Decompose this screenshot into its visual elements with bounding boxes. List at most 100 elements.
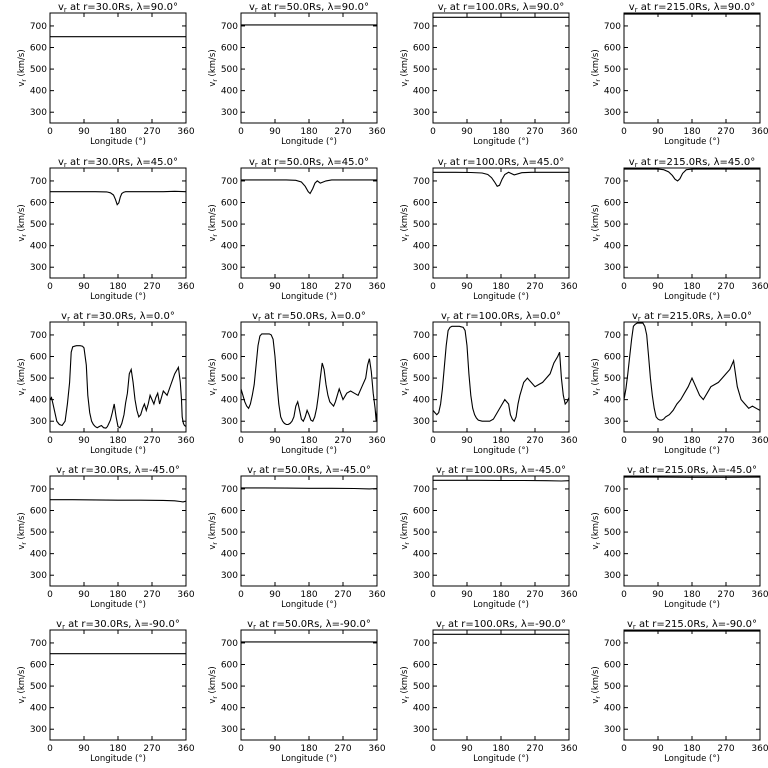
x-tick-label: 360 <box>751 590 768 600</box>
y-tick-label: 600 <box>413 44 430 54</box>
y-tick-label: 400 <box>413 550 430 560</box>
x-tick-label: 180 <box>683 436 700 446</box>
y-tick-label: 600 <box>604 507 621 517</box>
plot-frame <box>432 321 570 433</box>
x-tick-label: 180 <box>683 590 700 600</box>
y-tick-label: 600 <box>30 199 47 209</box>
chart-title: vr at r=100.0Rs, λ=-90.0° <box>436 619 566 631</box>
chart-title: vr at r=215.0Rs, λ=45.0° <box>629 157 755 169</box>
x-tick-label: 270 <box>143 436 160 446</box>
y-tick-label: 600 <box>30 44 47 54</box>
y-tick-label: 500 <box>221 528 238 538</box>
chart-title: vr at r=50.0Rs, λ=0.0° <box>252 311 366 323</box>
x-axis-label: Longitude (°) <box>664 754 720 764</box>
y-tick-label: 600 <box>30 661 47 671</box>
x-tick-label: 180 <box>109 127 126 137</box>
x-tick-label: 270 <box>334 436 351 446</box>
chart-panel-19: 0 90 180 270 360 300 400 500 600 700 vr at r=100.0… <box>400 619 578 764</box>
y-axis-label: vr (km/s) <box>17 49 28 86</box>
plot-frame <box>432 167 570 279</box>
y-tick-label: 400 <box>30 550 47 560</box>
chart-panel-17: 0 90 180 270 360 300 400 500 600 700 vr at r=30.0R… <box>17 619 195 764</box>
x-tick-label: 0 <box>238 590 244 600</box>
plot-frame <box>49 629 187 741</box>
y-tick-label: 300 <box>221 417 238 427</box>
plot-frame <box>432 12 570 124</box>
y-axis-label: vr (km/s) <box>400 49 411 86</box>
x-tick-label: 180 <box>300 590 317 600</box>
y-tick-label: 600 <box>604 199 621 209</box>
chart-title: vr at r=100.0Rs, λ=-45.0° <box>436 465 566 477</box>
x-axis-label: Longitude (°) <box>90 137 146 147</box>
x-axis-label: Longitude (°) <box>473 600 529 610</box>
y-axis-label: vr (km/s) <box>208 358 219 395</box>
plot-frame <box>49 12 187 124</box>
chart-title: vr at r=50.0Rs, λ=90.0° <box>249 2 369 14</box>
x-tick-label: 360 <box>368 127 385 137</box>
x-tick-label: 180 <box>300 282 317 292</box>
x-tick-label: 180 <box>683 127 700 137</box>
y-tick-label: 500 <box>604 528 621 538</box>
y-tick-label: 300 <box>413 263 430 273</box>
y-tick-label: 700 <box>221 331 238 341</box>
x-tick-label: 0 <box>621 744 627 754</box>
x-tick-label: 90 <box>269 744 281 754</box>
x-tick-label: 360 <box>560 282 577 292</box>
y-tick-label: 400 <box>221 550 238 560</box>
y-tick-label: 300 <box>221 108 238 118</box>
y-tick-label: 600 <box>413 661 430 671</box>
chart-panel-2: 0 90 180 270 360 300 400 500 600 700 vr at r=50.0R… <box>208 2 386 147</box>
y-tick-label: 300 <box>30 108 47 118</box>
x-tick-label: 0 <box>47 127 53 137</box>
x-tick-label: 90 <box>461 744 473 754</box>
x-tick-label: 0 <box>621 282 627 292</box>
chart-panel-10: 0 90 180 270 360 300 400 500 600 700 vr at r=50.0R… <box>208 311 386 456</box>
y-tick-label: 500 <box>30 220 47 230</box>
x-tick-label: 0 <box>430 127 436 137</box>
y-tick-label: 700 <box>604 177 621 187</box>
y-tick-label: 400 <box>30 396 47 406</box>
y-tick-label: 300 <box>221 571 238 581</box>
y-tick-label: 600 <box>221 507 238 517</box>
series-line <box>241 487 377 490</box>
y-axis-label: vr (km/s) <box>591 49 602 86</box>
x-tick-label: 360 <box>560 436 577 446</box>
x-tick-label: 360 <box>177 744 194 754</box>
x-tick-label: 0 <box>238 127 244 137</box>
y-tick-label: 600 <box>221 199 238 209</box>
x-tick-label: 360 <box>177 282 194 292</box>
y-tick-label: 700 <box>413 22 430 32</box>
x-tick-label: 360 <box>751 127 768 137</box>
y-tick-label: 600 <box>30 507 47 517</box>
y-tick-label: 400 <box>221 242 238 252</box>
x-axis-label: Longitude (°) <box>664 600 720 610</box>
y-tick-label: 600 <box>221 661 238 671</box>
y-axis-label: vr (km/s) <box>17 358 28 395</box>
y-tick-label: 300 <box>30 263 47 273</box>
y-tick-label: 500 <box>413 374 430 384</box>
x-axis-label: Longitude (°) <box>90 600 146 610</box>
chart-title: vr at r=30.0Rs, λ=-45.0° <box>56 465 180 477</box>
plot-frame <box>240 629 378 741</box>
x-tick-label: 90 <box>78 744 90 754</box>
y-tick-label: 300 <box>604 571 621 581</box>
y-tick-label: 400 <box>30 242 47 252</box>
x-tick-label: 270 <box>334 590 351 600</box>
chart-title: vr at r=30.0Rs, λ=90.0° <box>58 2 178 14</box>
y-tick-label: 300 <box>221 725 238 735</box>
series-line <box>50 345 186 429</box>
x-tick-label: 360 <box>751 436 768 446</box>
x-tick-label: 0 <box>238 744 244 754</box>
series-line <box>433 325 569 423</box>
x-tick-label: 90 <box>461 127 473 137</box>
y-tick-label: 700 <box>30 639 47 649</box>
y-tick-label: 300 <box>413 571 430 581</box>
x-tick-label: 90 <box>269 127 281 137</box>
series-line <box>50 499 186 503</box>
chart-title: vr at r=50.0Rs, λ=-90.0° <box>247 619 371 631</box>
y-tick-label: 700 <box>30 485 47 495</box>
plot-frame <box>49 167 187 279</box>
y-tick-label: 300 <box>30 417 47 427</box>
x-tick-label: 360 <box>368 744 385 754</box>
